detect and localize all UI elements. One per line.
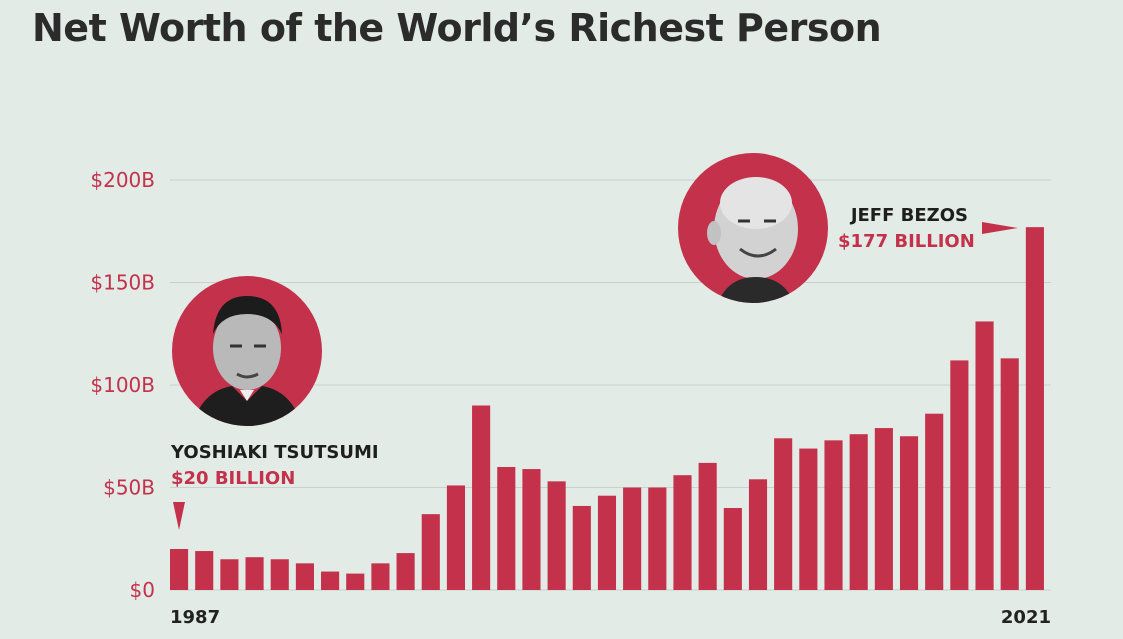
bar-1995 — [371, 563, 390, 590]
annotation-tsutsumi-name: YOSHIAKI TSUTSUMI — [171, 442, 379, 463]
bar-1998 — [446, 485, 466, 590]
annotation-tsutsumi-value: $20 BILLION — [171, 468, 296, 489]
annotation-tsutsumi: YOSHIAKI TSUTSUMI $20 BILLION — [171, 440, 379, 492]
bar-1991 — [270, 559, 289, 590]
bar-2008 — [698, 462, 717, 590]
tsutsumi-portrait — [172, 276, 322, 426]
annotation-bezos-value: $177 BILLION — [838, 231, 975, 252]
bar-2017 — [925, 413, 944, 590]
bars — [170, 227, 1044, 590]
bar-2016 — [899, 436, 919, 590]
bar-2002 — [547, 481, 566, 590]
x-tick-label-start: 1987 — [170, 607, 220, 628]
bar-1999 — [472, 405, 491, 590]
annotation-bezos: JEFF BEZOS $177 BILLION — [838, 203, 975, 255]
bar-2004 — [597, 495, 617, 590]
bar-1992 — [295, 563, 314, 590]
pointer-2021 — [982, 222, 1018, 234]
bar-2020 — [1000, 358, 1019, 590]
y-tick-label: $100B — [90, 373, 155, 397]
bar-2018 — [950, 360, 969, 590]
bar-2006 — [648, 487, 667, 590]
bar-1988 — [195, 551, 214, 590]
bar-2013 — [824, 440, 843, 590]
y-tick-label: $50B — [103, 476, 155, 500]
bar-2000 — [497, 467, 516, 590]
y-tick-label: $150B — [90, 271, 155, 295]
bar-1997 — [421, 514, 440, 590]
y-axis-ticks: $0 $50B $100B $150B $200B — [90, 168, 155, 602]
bar-1996 — [396, 553, 415, 590]
bar-2007 — [673, 475, 692, 590]
x-axis-ticks: 1987 2021 — [170, 607, 1051, 628]
y-tick-label: $0 — [130, 578, 155, 602]
bar-1994 — [346, 573, 365, 590]
bar-2001 — [522, 469, 541, 590]
bar-2003 — [572, 505, 591, 590]
bar-2014 — [849, 434, 868, 590]
bar-2019 — [975, 321, 994, 590]
bar-2010 — [748, 479, 768, 590]
bar-1989 — [220, 559, 239, 590]
bar-1993 — [321, 571, 340, 590]
pointer-1987 — [173, 502, 185, 530]
bar-2021 — [1025, 227, 1044, 590]
y-tick-label: $200B — [90, 168, 155, 192]
chart-title: Net Worth of the World’s Richest Person — [32, 6, 882, 50]
bar-2005 — [623, 487, 642, 590]
bar-2012 — [799, 448, 818, 590]
bar-1987 — [170, 549, 189, 590]
bar-2009 — [723, 508, 742, 590]
x-tick-label-end: 2021 — [1001, 607, 1051, 628]
bezos-portrait — [678, 153, 828, 303]
bar-1990 — [245, 557, 264, 590]
bar-2011 — [774, 438, 793, 590]
bar-2015 — [874, 428, 893, 590]
annotation-bezos-name: JEFF BEZOS — [850, 205, 968, 226]
